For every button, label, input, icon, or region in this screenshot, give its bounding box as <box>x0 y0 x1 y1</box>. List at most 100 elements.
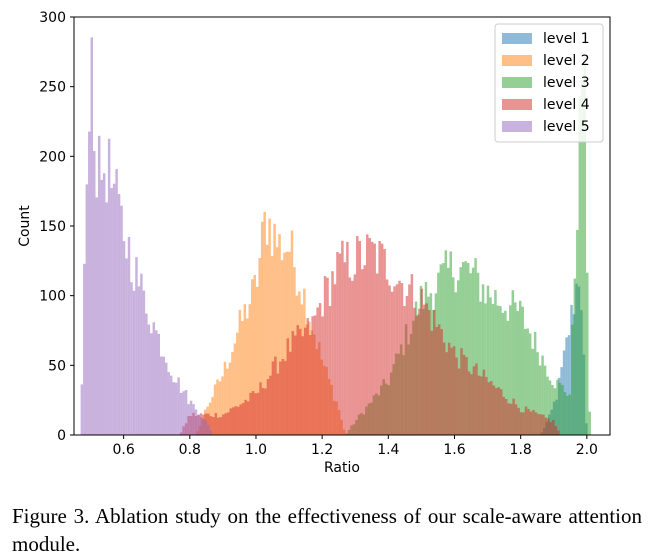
histogram-bar <box>331 271 334 435</box>
histogram-bar <box>137 286 141 435</box>
histogram-bar <box>150 333 153 435</box>
histogram-bar <box>361 269 364 435</box>
histogram-bar <box>393 286 396 435</box>
histogram-bar <box>511 290 515 435</box>
histogram-bar <box>169 375 173 435</box>
histogram-bar <box>115 169 118 435</box>
histogram-bar <box>209 430 213 435</box>
histogram-bar <box>221 376 224 435</box>
histogram-bar <box>516 310 520 435</box>
histogram-bar <box>465 357 468 435</box>
histogram-bar <box>452 346 456 435</box>
x-tick-label: 1.2 <box>311 442 333 458</box>
y-tick-label: 250 <box>39 80 66 96</box>
histogram-bar <box>418 308 421 435</box>
histogram-bar <box>276 373 280 435</box>
histogram-bar <box>323 276 327 435</box>
histogram-bar <box>231 407 235 435</box>
histogram-bar <box>476 272 480 435</box>
histogram-bar <box>209 416 213 435</box>
histogram-bar <box>546 376 549 435</box>
histogram-bar <box>174 382 178 435</box>
histogram-bar <box>567 335 571 435</box>
histogram-bar <box>90 37 94 436</box>
histogram-bar <box>557 430 560 435</box>
histogram-bar <box>563 392 567 435</box>
legend: level 1 level 2 level 3 level 4 level 5 <box>494 23 604 143</box>
histogram-bar <box>117 193 121 435</box>
histogram-bar <box>254 393 257 435</box>
histogram-bar <box>268 218 271 435</box>
histogram-bar <box>296 325 299 435</box>
histogram-bar <box>102 173 106 435</box>
histogram-bar <box>447 342 451 435</box>
histogram-bar <box>556 379 559 435</box>
histogram-bar <box>105 202 108 435</box>
histogram-bar <box>80 384 84 435</box>
x-tick-label: 0.8 <box>179 442 201 458</box>
histogram-bar <box>519 300 522 435</box>
histogram-bar <box>130 282 133 435</box>
histogram-bar <box>236 406 240 435</box>
histogram-bar <box>523 328 527 435</box>
histogram-bar <box>356 236 359 435</box>
histogram-bar <box>528 333 532 435</box>
histogram-bar <box>204 420 208 435</box>
histogram-bar <box>547 418 550 435</box>
histogram-bar <box>583 56 587 436</box>
series-level-4 <box>179 234 560 435</box>
y-tick-label: 0 <box>57 428 66 444</box>
histogram-bar <box>279 361 282 435</box>
histogram-bar <box>375 273 379 435</box>
histogram-bar <box>481 284 485 435</box>
legend-label: level 4 <box>543 97 590 113</box>
histogram-bar <box>529 411 533 435</box>
histogram-bar <box>425 303 429 435</box>
histogram-bar <box>526 328 529 435</box>
histogram-bar <box>112 183 116 435</box>
histogram-bar <box>558 382 562 435</box>
histogram-bar <box>213 384 217 435</box>
histogram-bar <box>211 396 214 435</box>
histogram-bar <box>496 305 500 435</box>
histogram-bar <box>430 330 433 435</box>
histogram-bar <box>125 258 128 435</box>
histogram-bar <box>172 382 175 435</box>
legend-item: level 4 <box>502 97 590 113</box>
y-tick-label: 150 <box>39 219 66 235</box>
histogram-bar <box>464 261 467 435</box>
histogram-bar <box>202 419 205 435</box>
histogram-bar <box>487 382 491 435</box>
histogram-bar <box>486 285 490 435</box>
histogram-bar <box>428 310 431 435</box>
histogram-bar <box>241 320 244 435</box>
histogram-bar <box>241 402 245 435</box>
histogram-bar <box>246 401 250 435</box>
histogram-bar <box>274 356 277 435</box>
histogram-bar <box>216 379 219 435</box>
histogram-bar <box>466 262 470 435</box>
histogram-bar <box>403 306 406 435</box>
histogram-bar <box>509 305 512 435</box>
histogram-bar <box>260 221 264 435</box>
histogram-bars <box>80 37 591 436</box>
histogram-bar <box>238 309 242 435</box>
histogram-bar <box>380 243 384 435</box>
y-axis-label: Count <box>17 205 33 247</box>
histogram-bar <box>471 267 475 435</box>
histogram-bar <box>363 265 366 435</box>
histogram-bar <box>197 415 200 435</box>
histogram-bar <box>283 252 286 435</box>
histogram-bar <box>517 407 520 435</box>
histogram-bar <box>281 359 285 435</box>
histogram-bar <box>351 280 354 435</box>
histogram-bar <box>482 369 486 435</box>
histogram-bar <box>573 278 577 435</box>
histogram-bar <box>543 365 547 435</box>
histogram-bar <box>266 379 270 435</box>
histogram-bar <box>469 273 472 435</box>
histogram-bar <box>400 283 404 435</box>
histogram-bar <box>107 138 111 436</box>
histogram-bar <box>303 327 307 435</box>
histogram-bar <box>189 400 193 435</box>
